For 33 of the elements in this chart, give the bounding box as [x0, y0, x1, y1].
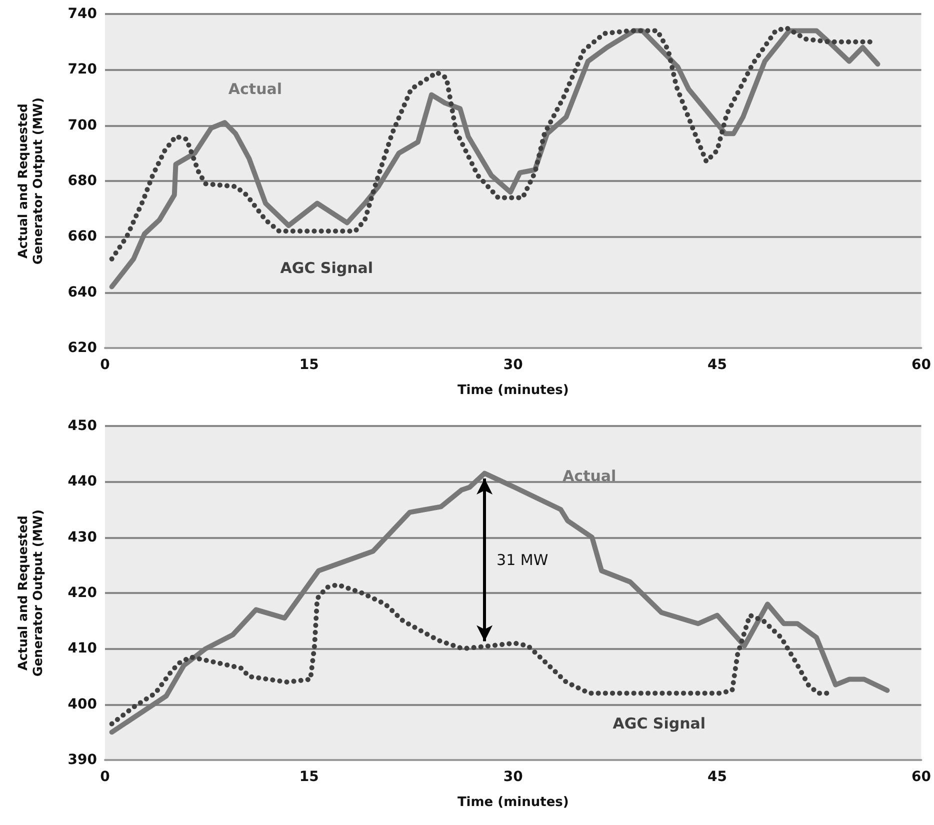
x-tick-label: 60 — [912, 769, 932, 785]
y-tick-label: 440 — [68, 474, 98, 490]
y-tick-label: 420 — [68, 585, 98, 601]
x-tick-label: 30 — [503, 769, 524, 785]
y-tick-label: 620 — [68, 340, 98, 356]
x-tick-label: 45 — [707, 769, 727, 785]
y-tick-label: 450 — [68, 418, 98, 434]
y-tick-label: 640 — [68, 284, 98, 300]
y-tick-label: 740 — [68, 6, 98, 22]
annotation: 31 MW — [496, 550, 548, 569]
x-tick-label: 30 — [503, 357, 524, 373]
y-tick-label: 410 — [68, 640, 98, 657]
y-tick-label: 430 — [68, 529, 98, 546]
y-tick-label: 660 — [68, 228, 98, 245]
y-axis-title: Actual and Requested Generator Output (MW) — [15, 509, 45, 677]
x-tick-label: 0 — [100, 357, 110, 373]
x-tick-label: 15 — [299, 357, 319, 373]
x-axis-title: Time (minutes) — [457, 795, 569, 810]
x-tick-label: 15 — [299, 769, 319, 785]
y-tick-label: 680 — [68, 173, 98, 189]
series-label: Actual — [562, 467, 616, 486]
x-tick-label: 45 — [707, 357, 727, 373]
y-tick-label: 720 — [68, 62, 98, 78]
x-tick-label: 60 — [912, 357, 932, 373]
series-label: AGC Signal — [612, 714, 706, 732]
series-label: Actual — [228, 80, 282, 98]
y-tick-label: 700 — [68, 117, 98, 134]
series-label: AGC Signal — [280, 258, 374, 277]
x-axis-title: Time (minutes) — [457, 383, 569, 398]
y-axis-title: Actual and Requested Generator Output (MW) — [15, 97, 45, 265]
y-tick-label: 400 — [68, 696, 98, 712]
x-tick-label: 0 — [100, 769, 110, 785]
y-tick-label: 390 — [68, 752, 98, 768]
